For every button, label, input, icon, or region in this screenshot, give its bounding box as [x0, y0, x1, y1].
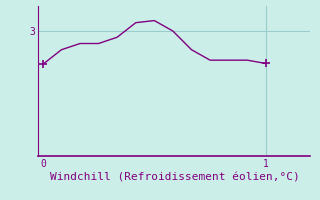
X-axis label: Windchill (Refroidissement éolien,°C): Windchill (Refroidissement éolien,°C): [50, 173, 299, 183]
